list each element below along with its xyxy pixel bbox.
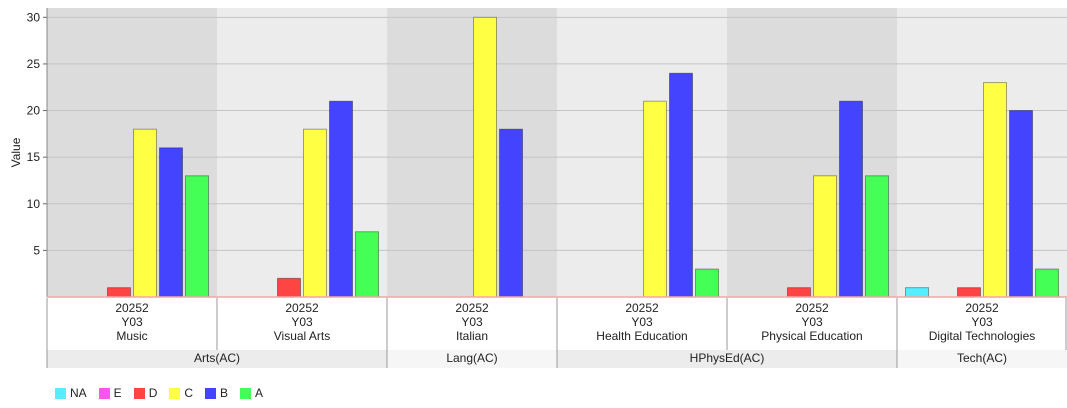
category-label: Y03 (461, 315, 483, 329)
bar-D (957, 287, 981, 298)
y-axis-label: Value (9, 137, 23, 167)
group-label-background (557, 350, 897, 368)
legend-swatch (240, 387, 252, 399)
category-label: 20252 (455, 301, 489, 315)
y-tick-label: 15 (27, 150, 41, 164)
bar-C (643, 100, 667, 298)
group-label: HPhysEd(AC) (690, 351, 765, 365)
category-label: Y03 (971, 315, 993, 329)
bar-NA (905, 287, 929, 298)
bar-C (473, 16, 497, 298)
group-label: Tech(AC) (957, 351, 1007, 365)
legend-item-B: B (205, 386, 228, 400)
category-label: Y03 (121, 315, 143, 329)
category-label: 20252 (795, 301, 829, 315)
category-label: 20252 (965, 301, 999, 315)
y-tick-label: 25 (27, 57, 41, 71)
y-tick-label: 30 (27, 10, 41, 24)
category-label: Y03 (291, 315, 313, 329)
category-label: 20252 (115, 301, 149, 315)
bar-A (1035, 268, 1059, 298)
y-tick-label: 20 (27, 104, 41, 118)
legend-swatch (205, 387, 217, 399)
legend-label: D (148, 386, 158, 400)
category-label: Music (116, 329, 147, 343)
category-label: 20252 (625, 301, 659, 315)
legend-swatch (133, 387, 145, 399)
category-label: Visual Arts (274, 329, 330, 343)
bar-B (669, 72, 693, 298)
bar-C (813, 175, 837, 298)
legend-item-A: A (240, 386, 263, 400)
legend-swatch (98, 387, 110, 399)
y-tick-label: 10 (27, 197, 41, 211)
bar-B (159, 147, 183, 298)
category-label: Italian (456, 329, 488, 343)
legend-swatch (169, 387, 181, 399)
column-background (387, 8, 557, 297)
legend-item-D: D (133, 386, 158, 400)
bar-A (185, 175, 209, 298)
legend-label: NA (70, 386, 87, 400)
legend-item-C: C (169, 386, 193, 400)
grade-distribution-chart: 51015202530Value20252Y03Music20252Y03Vis… (9, 8, 1067, 368)
legend-item-NA: NA (55, 386, 87, 400)
y-tick-label: 5 (33, 243, 40, 257)
group-label-background (387, 350, 557, 368)
column-background (557, 8, 727, 297)
column-background (897, 8, 1067, 297)
category-label: Physical Education (761, 329, 862, 343)
bar-B (1009, 110, 1033, 298)
group-label: Lang(AC) (446, 351, 497, 365)
legend-label: C (184, 386, 194, 400)
bar-A (355, 231, 379, 298)
bar-B (839, 100, 863, 298)
legend-label: E (113, 386, 122, 400)
bar-A (695, 268, 719, 298)
bar-D (787, 287, 811, 298)
category-label: Y03 (801, 315, 823, 329)
category-label: Digital Technologies (929, 329, 1036, 343)
category-label: 20252 (285, 301, 319, 315)
legend-label: A (255, 386, 264, 400)
bar-D (277, 277, 301, 298)
bar-B (499, 128, 523, 298)
bar-A (865, 175, 889, 298)
group-label-background (897, 350, 1067, 368)
legend-swatch (55, 387, 66, 399)
bar-D (107, 287, 131, 298)
chart-legend: NA E D C B A (55, 386, 263, 400)
bar-B (329, 100, 353, 298)
group-label-background (47, 350, 387, 368)
bar-C (133, 128, 157, 298)
category-label: Health Education (596, 329, 687, 343)
bar-C (983, 82, 1007, 298)
legend-label: B (220, 386, 229, 400)
group-label: Arts(AC) (194, 351, 240, 365)
category-label: Y03 (631, 315, 653, 329)
bar-C (303, 128, 327, 298)
legend-item-E: E (98, 386, 122, 400)
